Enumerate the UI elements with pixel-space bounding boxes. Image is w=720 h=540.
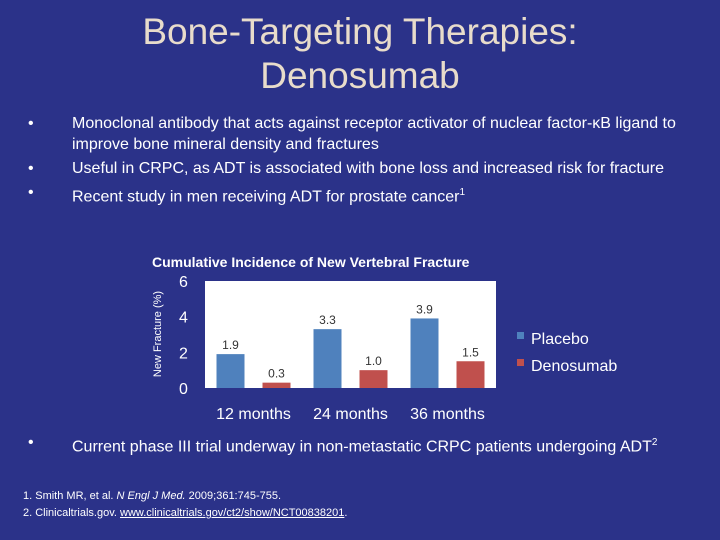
bullet-item: • Monoclonal antibody that acts against …: [28, 113, 698, 155]
footnote-marker: 1: [459, 187, 466, 198]
bullet-dot: •: [28, 160, 34, 177]
chart-title: Cumulative Incidence of New Vertebral Fr…: [152, 254, 470, 270]
bar-denosumab: [359, 370, 388, 388]
y-tick-label: 2: [179, 345, 188, 362]
slide-title: Bone-Targeting Therapies: Denosumab: [0, 10, 720, 98]
data-label: 1.9: [222, 338, 239, 352]
plot-area: [205, 281, 496, 388]
y-axis-label: New Fracture (%): [152, 291, 164, 377]
legend-label: Placebo: [531, 331, 589, 348]
reference-1-suffix: 2009;361:745-755.: [185, 490, 282, 502]
bullet-text: Recent study in men receiving ADT for pr…: [72, 188, 460, 206]
data-label: 0.3: [268, 367, 285, 381]
bar-denosumab: [456, 361, 485, 388]
bar-denosumab: [262, 382, 291, 388]
bullet-dot: •: [28, 434, 34, 451]
bar-placebo: [410, 318, 439, 388]
bar-placebo: [216, 354, 245, 388]
legend-swatch: [517, 332, 524, 339]
bullet-dot: •: [28, 115, 34, 132]
reference-1-prefix: 1. Smith MR, et al.: [23, 490, 117, 502]
reference-2: 2. Clinicaltrials.gov. www.clinicaltrial…: [23, 505, 347, 522]
title-line-1: Bone-Targeting Therapies:: [142, 11, 578, 52]
bullet-list: • Monoclonal antibody that acts against …: [28, 113, 698, 210]
bullet-item: • Current phase III trial underway in no…: [28, 432, 698, 457]
footnote-marker: 2: [651, 437, 658, 448]
reference-1-journal: N Engl J Med.: [116, 490, 186, 502]
data-label: 1.0: [365, 354, 382, 368]
bullet-item: • Recent study in men receiving ADT for …: [28, 182, 698, 207]
reference-2-link[interactable]: www.clinicaltrials.gov/ct2/show/NCT00838…: [120, 507, 345, 519]
data-label: 1.5: [462, 345, 479, 359]
bar-placebo: [313, 329, 342, 388]
bullet-item: • Useful in CRPC, as ADT is associated w…: [28, 158, 698, 179]
reference-1: 1. Smith MR, et al. N Engl J Med. 2009;3…: [23, 488, 347, 505]
y-tick-label: 6: [179, 274, 188, 291]
y-tick-label: 4: [179, 310, 188, 327]
y-tick-label: 0: [179, 381, 188, 398]
title-line-2: Denosumab: [260, 55, 460, 96]
legend-swatch: [517, 359, 524, 366]
reference-2-prefix: 2. Clinicaltrials.gov.: [23, 507, 120, 519]
x-tick-label: 36 months: [410, 406, 485, 423]
x-tick-label: 24 months: [313, 406, 388, 423]
bullet-text: Monoclonal antibody that acts against re…: [72, 115, 676, 153]
data-label: 3.9: [416, 302, 433, 316]
bullet-list-after-chart: • Current phase III trial underway in no…: [28, 432, 698, 460]
x-tick-label: 12 months: [216, 406, 291, 423]
reference-2-suffix: .: [344, 507, 348, 519]
data-label: 3.3: [319, 313, 336, 327]
bullet-dot: •: [28, 184, 34, 201]
legend-label: Denosumab: [531, 358, 617, 375]
references: 1. Smith MR, et al. N Engl J Med. 2009;3…: [23, 488, 347, 522]
bullet-text: Current phase III trial underway in non-…: [72, 438, 652, 456]
bullet-text: Useful in CRPC, as ADT is associated wit…: [72, 160, 664, 177]
